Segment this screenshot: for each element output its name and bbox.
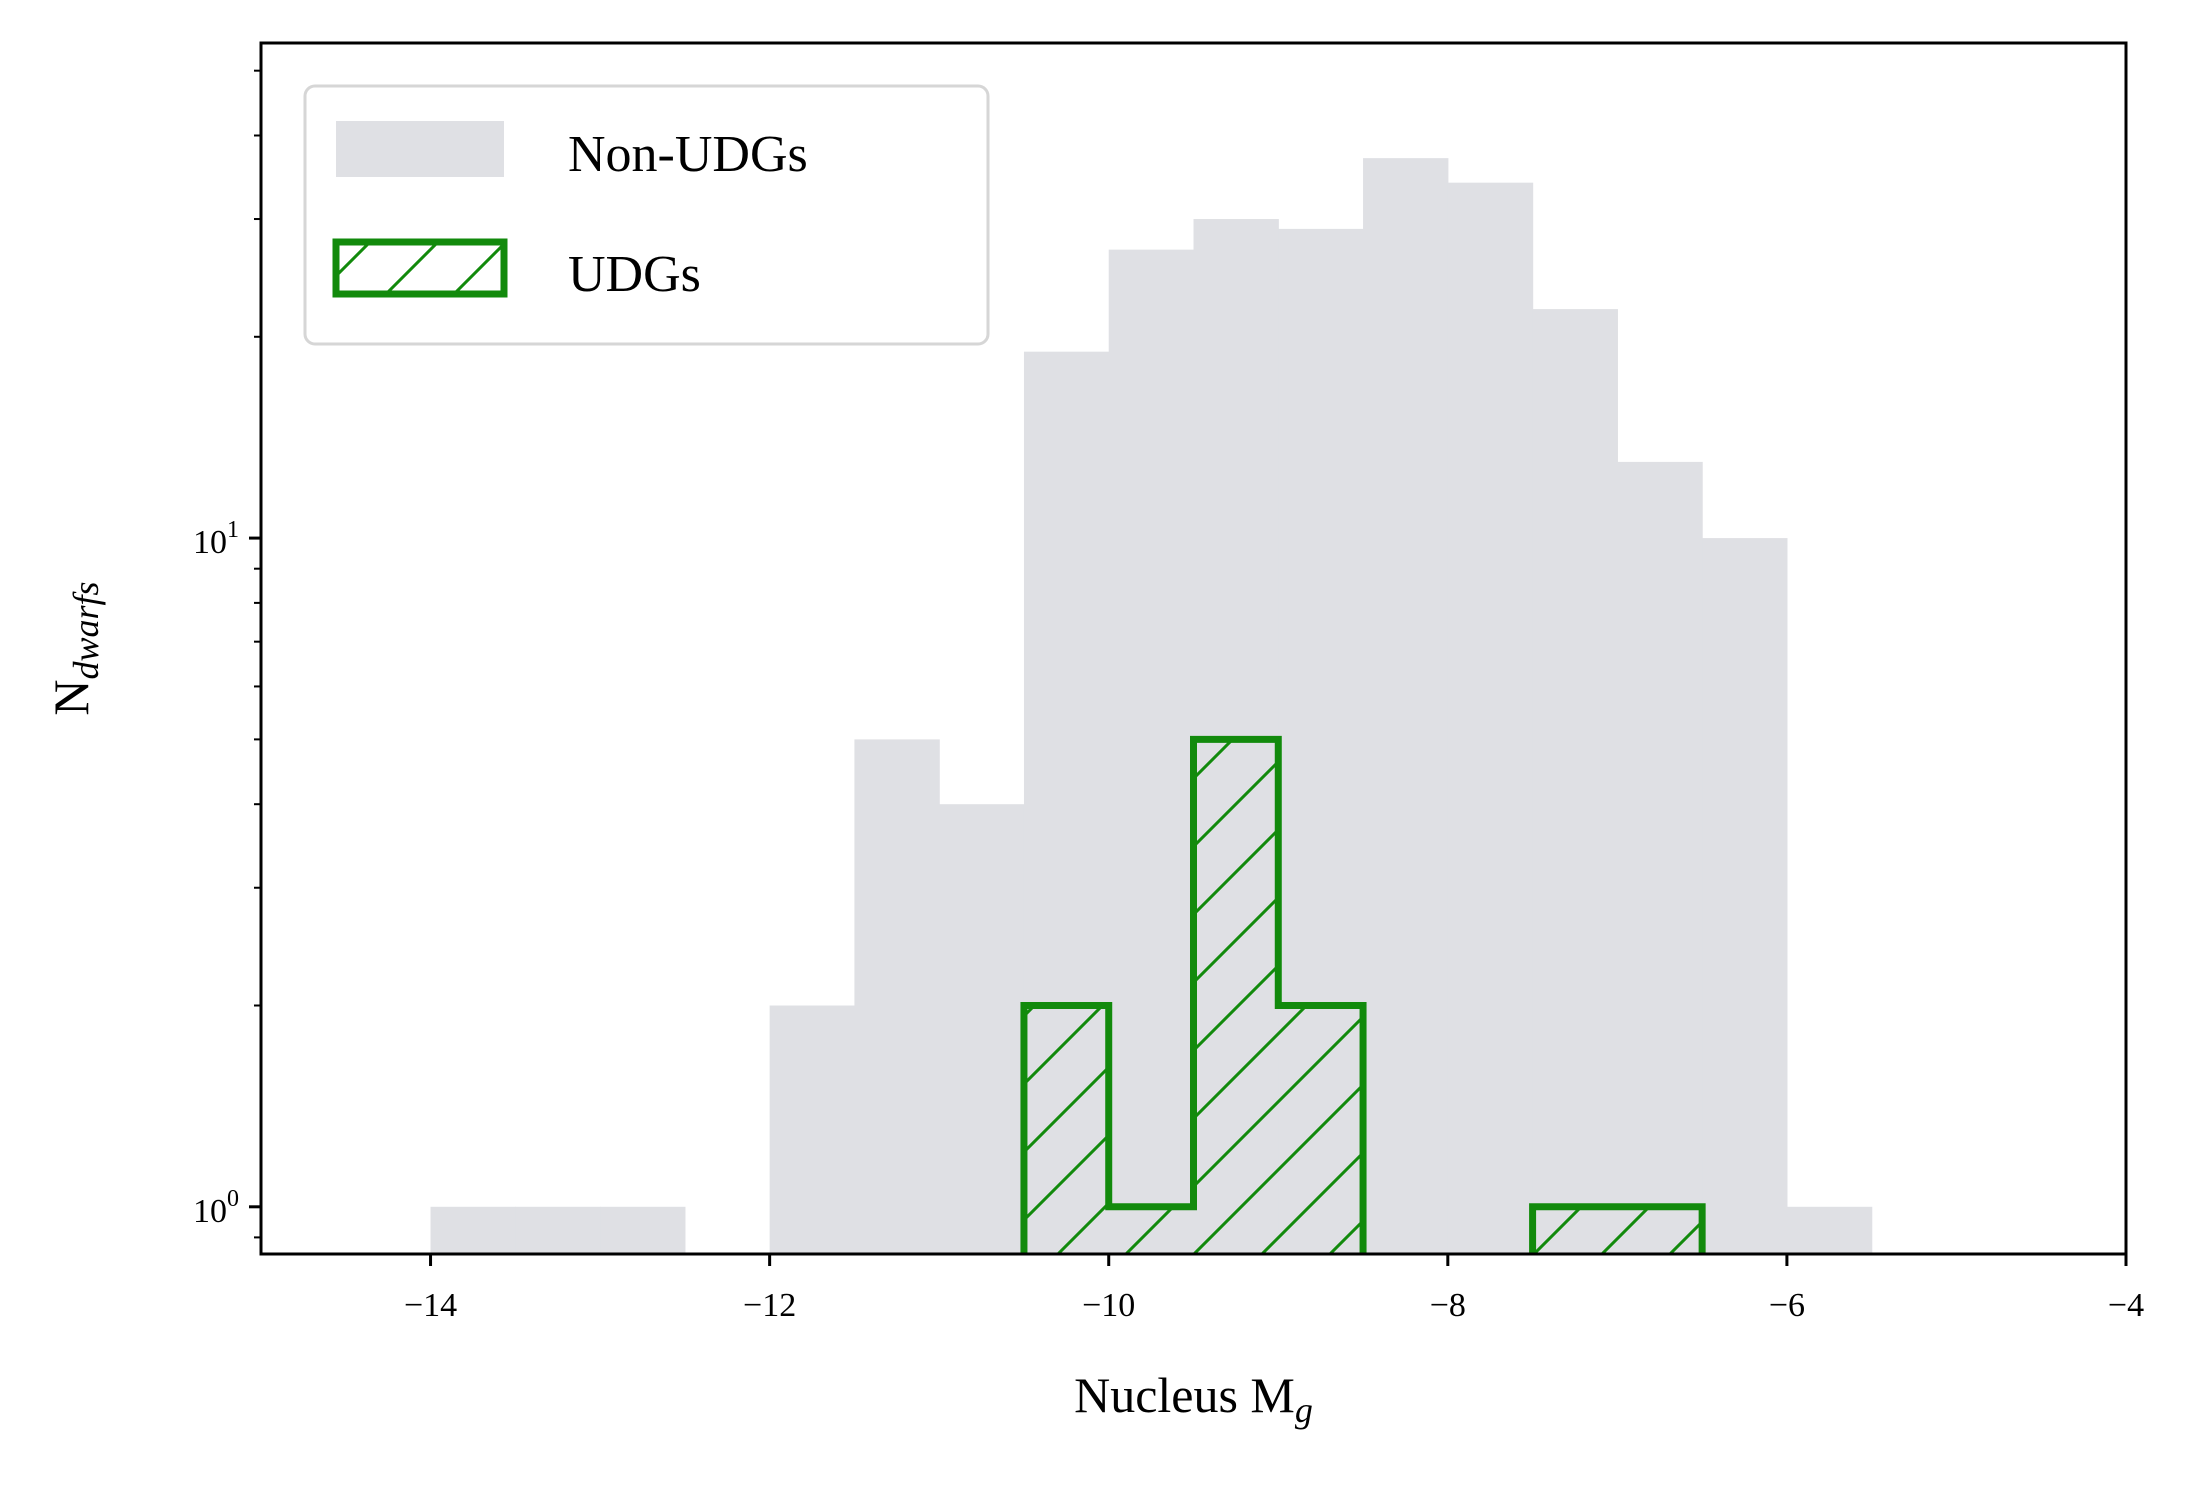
legend-label-udgs: UDGs (568, 246, 701, 303)
x-tick-label: −12 (743, 1287, 796, 1324)
non-udg-bar (1363, 158, 1449, 1254)
non-udg-bar (515, 1206, 601, 1254)
non-udg-bar (939, 804, 1025, 1254)
y-axis: 100 101 (193, 69, 261, 1239)
udg-step-bar (1529, 1203, 1706, 1254)
udg-step-bar (1020, 735, 1367, 1254)
y-axis-label-sub: dwarfs (66, 581, 106, 679)
non-udg-bar (1786, 1206, 1873, 1254)
x-tick-label: −4 (2108, 1287, 2144, 1324)
y-axis-label: Ndwarfs (43, 581, 106, 715)
x-tick-label: −8 (1430, 1287, 1466, 1324)
legend-swatch-non-udgs (336, 121, 504, 177)
udg-bars (1020, 735, 1706, 1254)
non-udg-bar (1532, 309, 1618, 1254)
y-axis-label-main: N (43, 679, 99, 715)
non-udg-bar (1108, 249, 1195, 1254)
non-udg-bar (1702, 538, 1788, 1254)
non-udg-bar (1617, 461, 1703, 1254)
legend-swatch-udgs (332, 238, 508, 298)
x-axis-label-sub: g (1295, 1390, 1313, 1430)
plot-frame (259, 41, 2128, 1256)
legend-label-non-udgs: Non-UDGs (568, 126, 808, 183)
x-axis: −14 −12 −10 −8 −6 −4 (404, 1254, 2144, 1324)
y-tick-label: 101 (193, 517, 239, 561)
x-tick-label: −14 (404, 1287, 457, 1324)
y-tick-label: 100 (193, 1186, 239, 1230)
legend: Non-UDGs UDGs (303, 84, 990, 346)
x-tick-label: −6 (1769, 1287, 1805, 1324)
non-udg-bar (430, 1206, 516, 1254)
non-udg-bar (1447, 182, 1534, 1254)
x-tick-label: −10 (1082, 1287, 1135, 1324)
non-udg-bar (854, 739, 940, 1254)
non-udg-bar (600, 1206, 686, 1254)
x-axis-label: Nucleus Mg (1074, 1367, 1313, 1430)
x-axis-label-main: Nucleus M (1074, 1367, 1295, 1423)
non-udg-bar (769, 1005, 856, 1254)
